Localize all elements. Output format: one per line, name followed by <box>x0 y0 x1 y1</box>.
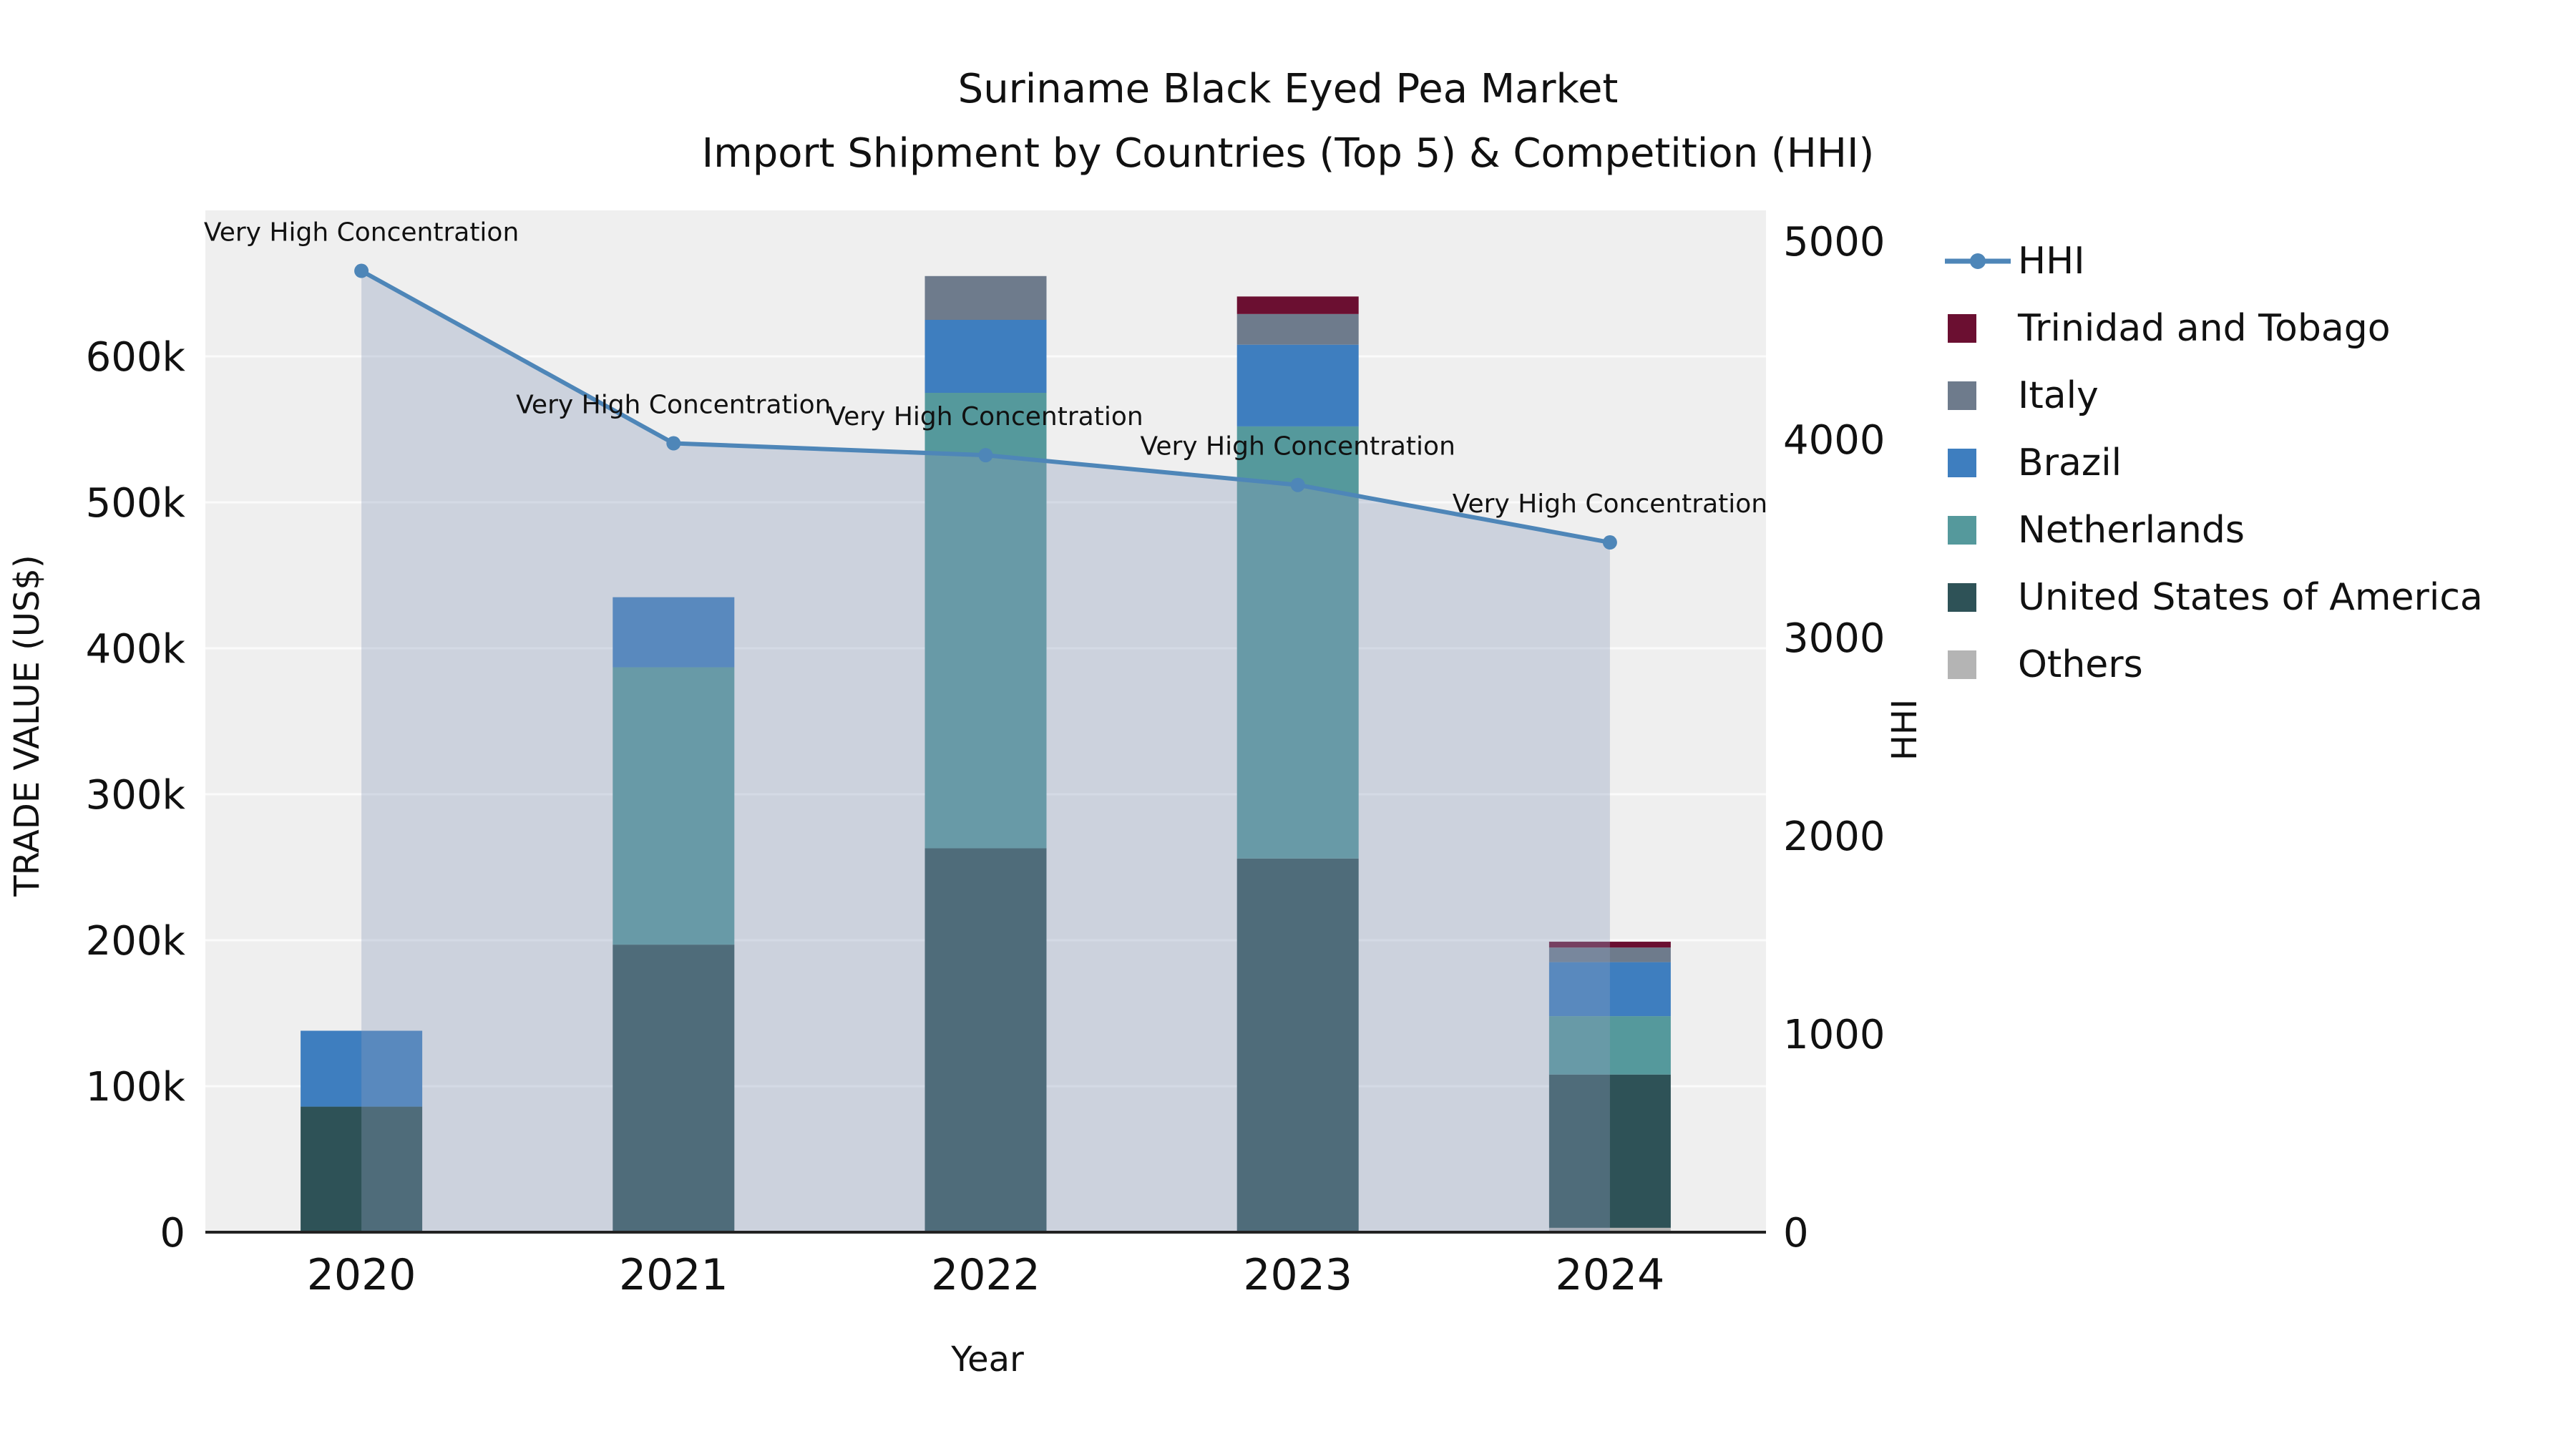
y-right-tick-0: 0 <box>1783 1210 1809 1257</box>
legend-label: Trinidad and Tobago <box>2018 307 2391 350</box>
legend-item-others[interactable]: Others <box>1943 631 2483 698</box>
legend-line-symbol <box>1943 245 2018 277</box>
bar-segment-netherlands-2022 <box>924 393 1047 849</box>
y-right-tick-4000: 4000 <box>1783 417 1885 464</box>
y-left-tick-0: 0 <box>160 1210 185 1257</box>
color-swatch-icon <box>1948 449 1976 477</box>
bar-segment-brazil-2020 <box>301 1030 423 1107</box>
bar-segment-netherlands-2024 <box>1548 1016 1671 1075</box>
hhi-marker-2022 <box>978 448 993 463</box>
legend-item-netherlands[interactable]: Netherlands <box>1943 497 2483 564</box>
legend-swatch <box>1943 314 2018 343</box>
hhi-marker-2020 <box>354 263 369 278</box>
annotation-2021: Very High Concentration <box>516 391 831 420</box>
hhi-marker-2024 <box>1602 535 1617 550</box>
hhi-area-fill <box>361 270 1610 1232</box>
y-left-tick-500k: 500k <box>86 480 186 527</box>
bar-segment-italy-2023 <box>1236 313 1359 345</box>
annotation-2020: Very High Concentration <box>204 218 519 248</box>
color-swatch-icon <box>1948 650 1976 679</box>
annotation-2024: Very High Concentration <box>1453 489 1767 519</box>
legend-label: Brazil <box>2018 441 2122 484</box>
y-right-tick-3000: 3000 <box>1783 615 1885 662</box>
x-tick-2024: 2024 <box>1556 1250 1665 1300</box>
y-left-tick-300k: 300k <box>86 772 186 819</box>
y-left-tick-600k: 600k <box>86 334 186 381</box>
x-tick-2021: 2021 <box>619 1250 728 1300</box>
legend-swatch <box>1943 381 2018 410</box>
legend-item-brazil[interactable]: Brazil <box>1943 429 2483 497</box>
chart-title-line1: Suriname Black Eyed Pea Market <box>957 66 1619 112</box>
x-tick-2022: 2022 <box>931 1250 1040 1300</box>
legend: HHI Trinidad and Tobago Italy Brazil Netherl… <box>1943 228 2483 698</box>
y-right-tick-2000: 2000 <box>1783 814 1885 860</box>
bar-segment-italy-2024 <box>1548 947 1671 962</box>
y-right-tick-5000: 5000 <box>1783 219 1885 265</box>
color-swatch-icon <box>1948 381 1976 410</box>
annotation-2023: Very High Concentration <box>1141 432 1455 462</box>
legend-swatch <box>1943 516 2018 545</box>
color-swatch-icon <box>1948 583 1976 612</box>
bar-segment-netherlands-2023 <box>1236 426 1359 859</box>
legend-label: Italy <box>2018 374 2099 417</box>
legend-label: HHI <box>2018 240 2085 283</box>
bar-segment-netherlands-2021 <box>613 667 735 945</box>
legend-line-icon <box>1945 253 2011 269</box>
y-left-tick-200k: 200k <box>86 918 186 965</box>
hhi-marker-2023 <box>1290 477 1305 492</box>
bar-segment-brazil-2022 <box>924 320 1047 393</box>
color-swatch-icon <box>1948 516 1976 545</box>
legend-item-hhi[interactable]: HHI <box>1943 228 2483 295</box>
chart-title-line2: Import Shipment by Countries (Top 5) & C… <box>701 130 1875 177</box>
x-tick-2020: 2020 <box>307 1250 416 1300</box>
legend-item-trinidad-and-tobago[interactable]: Trinidad and Tobago <box>1943 295 2483 362</box>
legend-swatch <box>1943 449 2018 477</box>
bar-segment-united-states-of-america-2023 <box>1236 858 1359 1232</box>
bar-segment-trinidad-and-tobago-2023 <box>1236 296 1359 314</box>
legend-label: United States of America <box>2018 576 2483 619</box>
legend-label: Others <box>2018 643 2143 686</box>
x-tick-2023: 2023 <box>1243 1250 1352 1300</box>
legend-label: Netherlands <box>2018 509 2245 552</box>
bar-segment-others-2024 <box>1548 1227 1671 1232</box>
bar-segment-brazil-2024 <box>1548 962 1671 1017</box>
x-axis-title: Year <box>951 1340 1024 1380</box>
bar-segment-united-states-of-america-2021 <box>613 945 735 1232</box>
y-left-tick-400k: 400k <box>86 626 186 673</box>
bar-segment-italy-2022 <box>924 275 1047 320</box>
legend-swatch <box>1943 650 2018 679</box>
bar-segment-brazil-2021 <box>613 597 735 668</box>
hhi-marker-2021 <box>666 436 681 451</box>
color-swatch-icon <box>1948 314 1976 343</box>
legend-swatch <box>1943 583 2018 612</box>
y-right-tick-1000: 1000 <box>1783 1012 1885 1058</box>
bar-segment-united-states-of-america-2022 <box>924 848 1047 1232</box>
bar-segment-united-states-of-america-2020 <box>301 1106 423 1232</box>
legend-item-united-states-of-america[interactable]: United States of America <box>1943 564 2483 631</box>
annotation-2022: Very High Concentration <box>828 402 1143 431</box>
bar-segment-united-states-of-america-2024 <box>1548 1074 1671 1228</box>
y-left-tick-100k: 100k <box>86 1064 186 1111</box>
legend-item-italy[interactable]: Italy <box>1943 362 2483 429</box>
bar-segment-trinidad-and-tobago-2024 <box>1548 942 1671 948</box>
bar-segment-brazil-2023 <box>1236 344 1359 426</box>
